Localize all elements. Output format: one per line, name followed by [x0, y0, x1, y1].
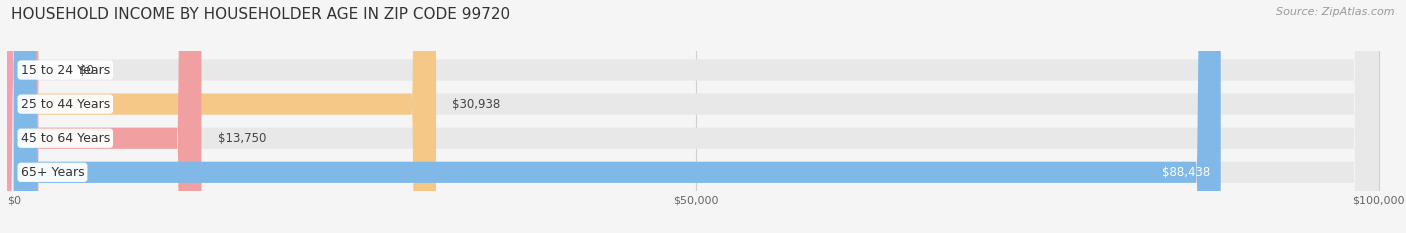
Text: Source: ZipAtlas.com: Source: ZipAtlas.com [1277, 7, 1395, 17]
Text: $13,750: $13,750 [218, 132, 266, 145]
FancyBboxPatch shape [14, 0, 1378, 233]
FancyBboxPatch shape [14, 0, 1220, 233]
Text: 65+ Years: 65+ Years [21, 166, 84, 179]
Text: $0: $0 [79, 64, 94, 76]
FancyBboxPatch shape [14, 0, 201, 233]
Text: 15 to 24 Years: 15 to 24 Years [21, 64, 110, 76]
Text: $30,938: $30,938 [453, 98, 501, 111]
Text: 45 to 64 Years: 45 to 64 Years [21, 132, 110, 145]
FancyBboxPatch shape [14, 0, 436, 233]
Text: 25 to 44 Years: 25 to 44 Years [21, 98, 110, 111]
Text: $88,438: $88,438 [1161, 166, 1209, 179]
FancyBboxPatch shape [14, 0, 1378, 233]
FancyBboxPatch shape [14, 0, 1378, 233]
FancyBboxPatch shape [14, 0, 1378, 233]
FancyBboxPatch shape [0, 0, 38, 233]
Text: HOUSEHOLD INCOME BY HOUSEHOLDER AGE IN ZIP CODE 99720: HOUSEHOLD INCOME BY HOUSEHOLDER AGE IN Z… [11, 7, 510, 22]
